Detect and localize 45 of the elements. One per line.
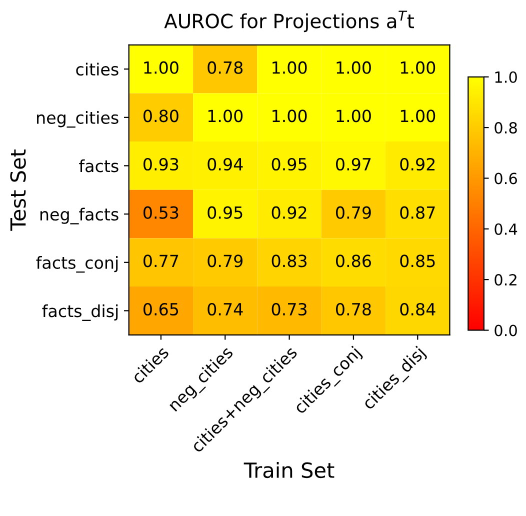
data-label: 0.65 [144,302,178,316]
color-bar-label: 0.0 [494,324,517,336]
data-label: 0.74 [208,302,243,316]
x-axis-title: Train Set [244,462,334,478]
data-label: 0.92 [400,158,435,171]
data-label: 1.00 [400,110,436,122]
y-tick-label: neg_facts [40,208,118,224]
data-label: 1.00 [336,110,371,122]
data-label: 0.86 [336,254,371,268]
y-tick-label: facts_conj [36,256,118,273]
data-label: 0.78 [208,61,243,74]
color-bar-label: 0.2 [494,274,516,286]
data-label: 0.78 [336,302,371,316]
y-axis-title: Test Set [10,149,26,231]
color-bar-label: 0.8 [494,122,517,134]
data-label: 0.94 [208,158,243,171]
color-bar-label: 1.0 [495,71,517,83]
data-label: 0.80 [144,110,178,122]
data-label: 0.87 [400,206,435,219]
data-label: 1.00 [208,110,243,122]
data-label: 0.95 [208,206,242,219]
y-tick-label: neg_cities [37,111,118,128]
data-label: 0.93 [144,158,178,171]
y-tick-label: cities [76,62,118,76]
data-label: 0.77 [144,254,178,268]
data-label: 1.00 [272,110,307,122]
color-bar-label: 0.4 [494,223,518,235]
y-tick-label: facts_disj [42,304,118,321]
data-label: 0.95 [272,158,306,171]
data-label: 0.79 [208,254,243,268]
data-label: 0.73 [272,302,307,316]
data-label: 0.84 [400,302,436,316]
data-label: 0.85 [400,254,435,268]
y-tick-label: facts [79,159,118,172]
chart-title: AUROC for Projections a$^{T}$t [164,10,414,32]
data-label: 1.00 [272,61,307,74]
data-label: 0.97 [336,158,371,171]
color-bar-label: 0.6 [494,172,517,184]
data-label: 1.00 [144,61,178,74]
data-label: 0.79 [336,206,371,219]
data-label: 1.00 [400,61,436,74]
data-label: 0.92 [272,206,306,219]
data-label: 1.00 [336,61,371,74]
data-label: 0.53 [144,206,178,219]
data-label: 0.83 [272,254,307,268]
